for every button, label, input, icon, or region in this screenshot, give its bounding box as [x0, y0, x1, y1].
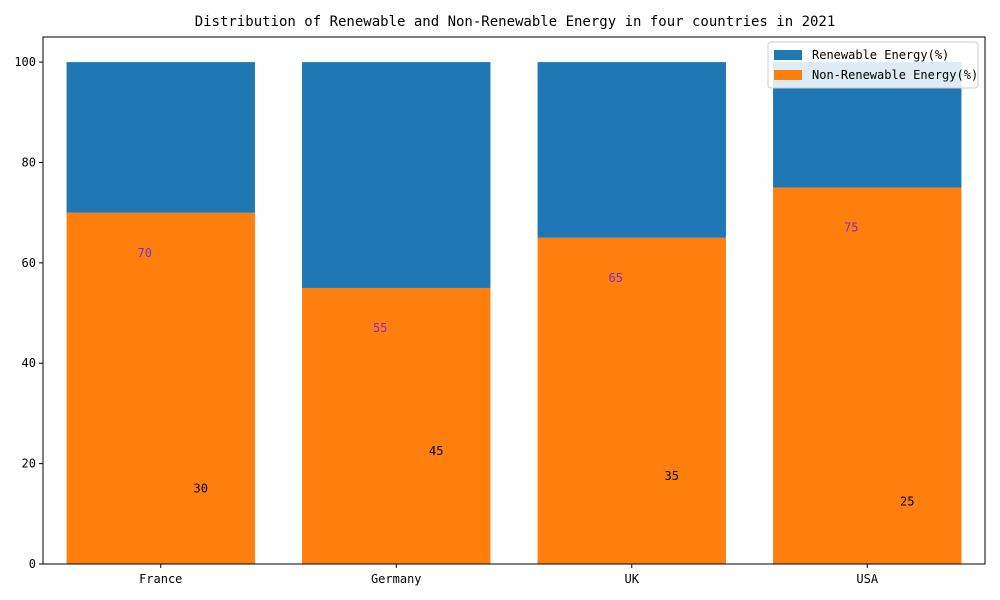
y-tick-label: 100: [14, 55, 36, 69]
bar-renewable-france: [66, 62, 255, 213]
legend-swatch: [774, 50, 802, 60]
x-tick-label: Germany: [371, 572, 422, 586]
bar-renewable-uk: [537, 62, 726, 238]
data-label-renewable-usa: 25: [900, 494, 914, 508]
data-label-renewable-france: 30: [194, 482, 208, 496]
data-label-nonrenewable-uk: 65: [609, 271, 623, 285]
axes-frame: [42, 36, 986, 565]
data-label-nonrenewable-usa: 75: [844, 221, 858, 235]
y-tick-label: 40: [22, 356, 36, 370]
y-tick-label: 0: [29, 557, 36, 571]
y-tick-label: 80: [22, 155, 36, 169]
data-label-renewable-uk: 35: [665, 469, 679, 483]
bar-nonrenewable-usa: [773, 187, 962, 565]
bar-renewable-germany: [302, 62, 491, 288]
data-label-nonrenewable-germany: 55: [373, 321, 387, 335]
data-label-nonrenewable-france: 70: [138, 246, 152, 260]
x-tick-label: France: [139, 572, 182, 586]
x-tick-label: USA: [856, 572, 878, 586]
x-tick-label: UK: [625, 572, 640, 586]
plot-area: 30 70 France 45 55 Germany 35 65 UK 25 75 USA 0 20 40 6…: [14, 36, 986, 586]
legend-box: [767, 41, 979, 89]
legend-label: Renewable Energy(%): [812, 48, 949, 62]
bar-nonrenewable-uk: [537, 237, 726, 564]
bar-nonrenewable-germany: [302, 287, 491, 564]
chart-title: Distribution of Renewable and Non-Renewa…: [195, 14, 836, 30]
legend-label: Non-Renewable Energy(%): [812, 68, 978, 82]
y-tick-label: 60: [22, 256, 36, 270]
y-tick-label: 20: [22, 457, 36, 471]
bar-nonrenewable-france: [66, 212, 255, 564]
legend: Renewable Energy(%) Non-Renewable Energy(…: [767, 41, 979, 89]
legend-swatch: [774, 70, 802, 80]
data-label-renewable-germany: 45: [429, 444, 443, 458]
